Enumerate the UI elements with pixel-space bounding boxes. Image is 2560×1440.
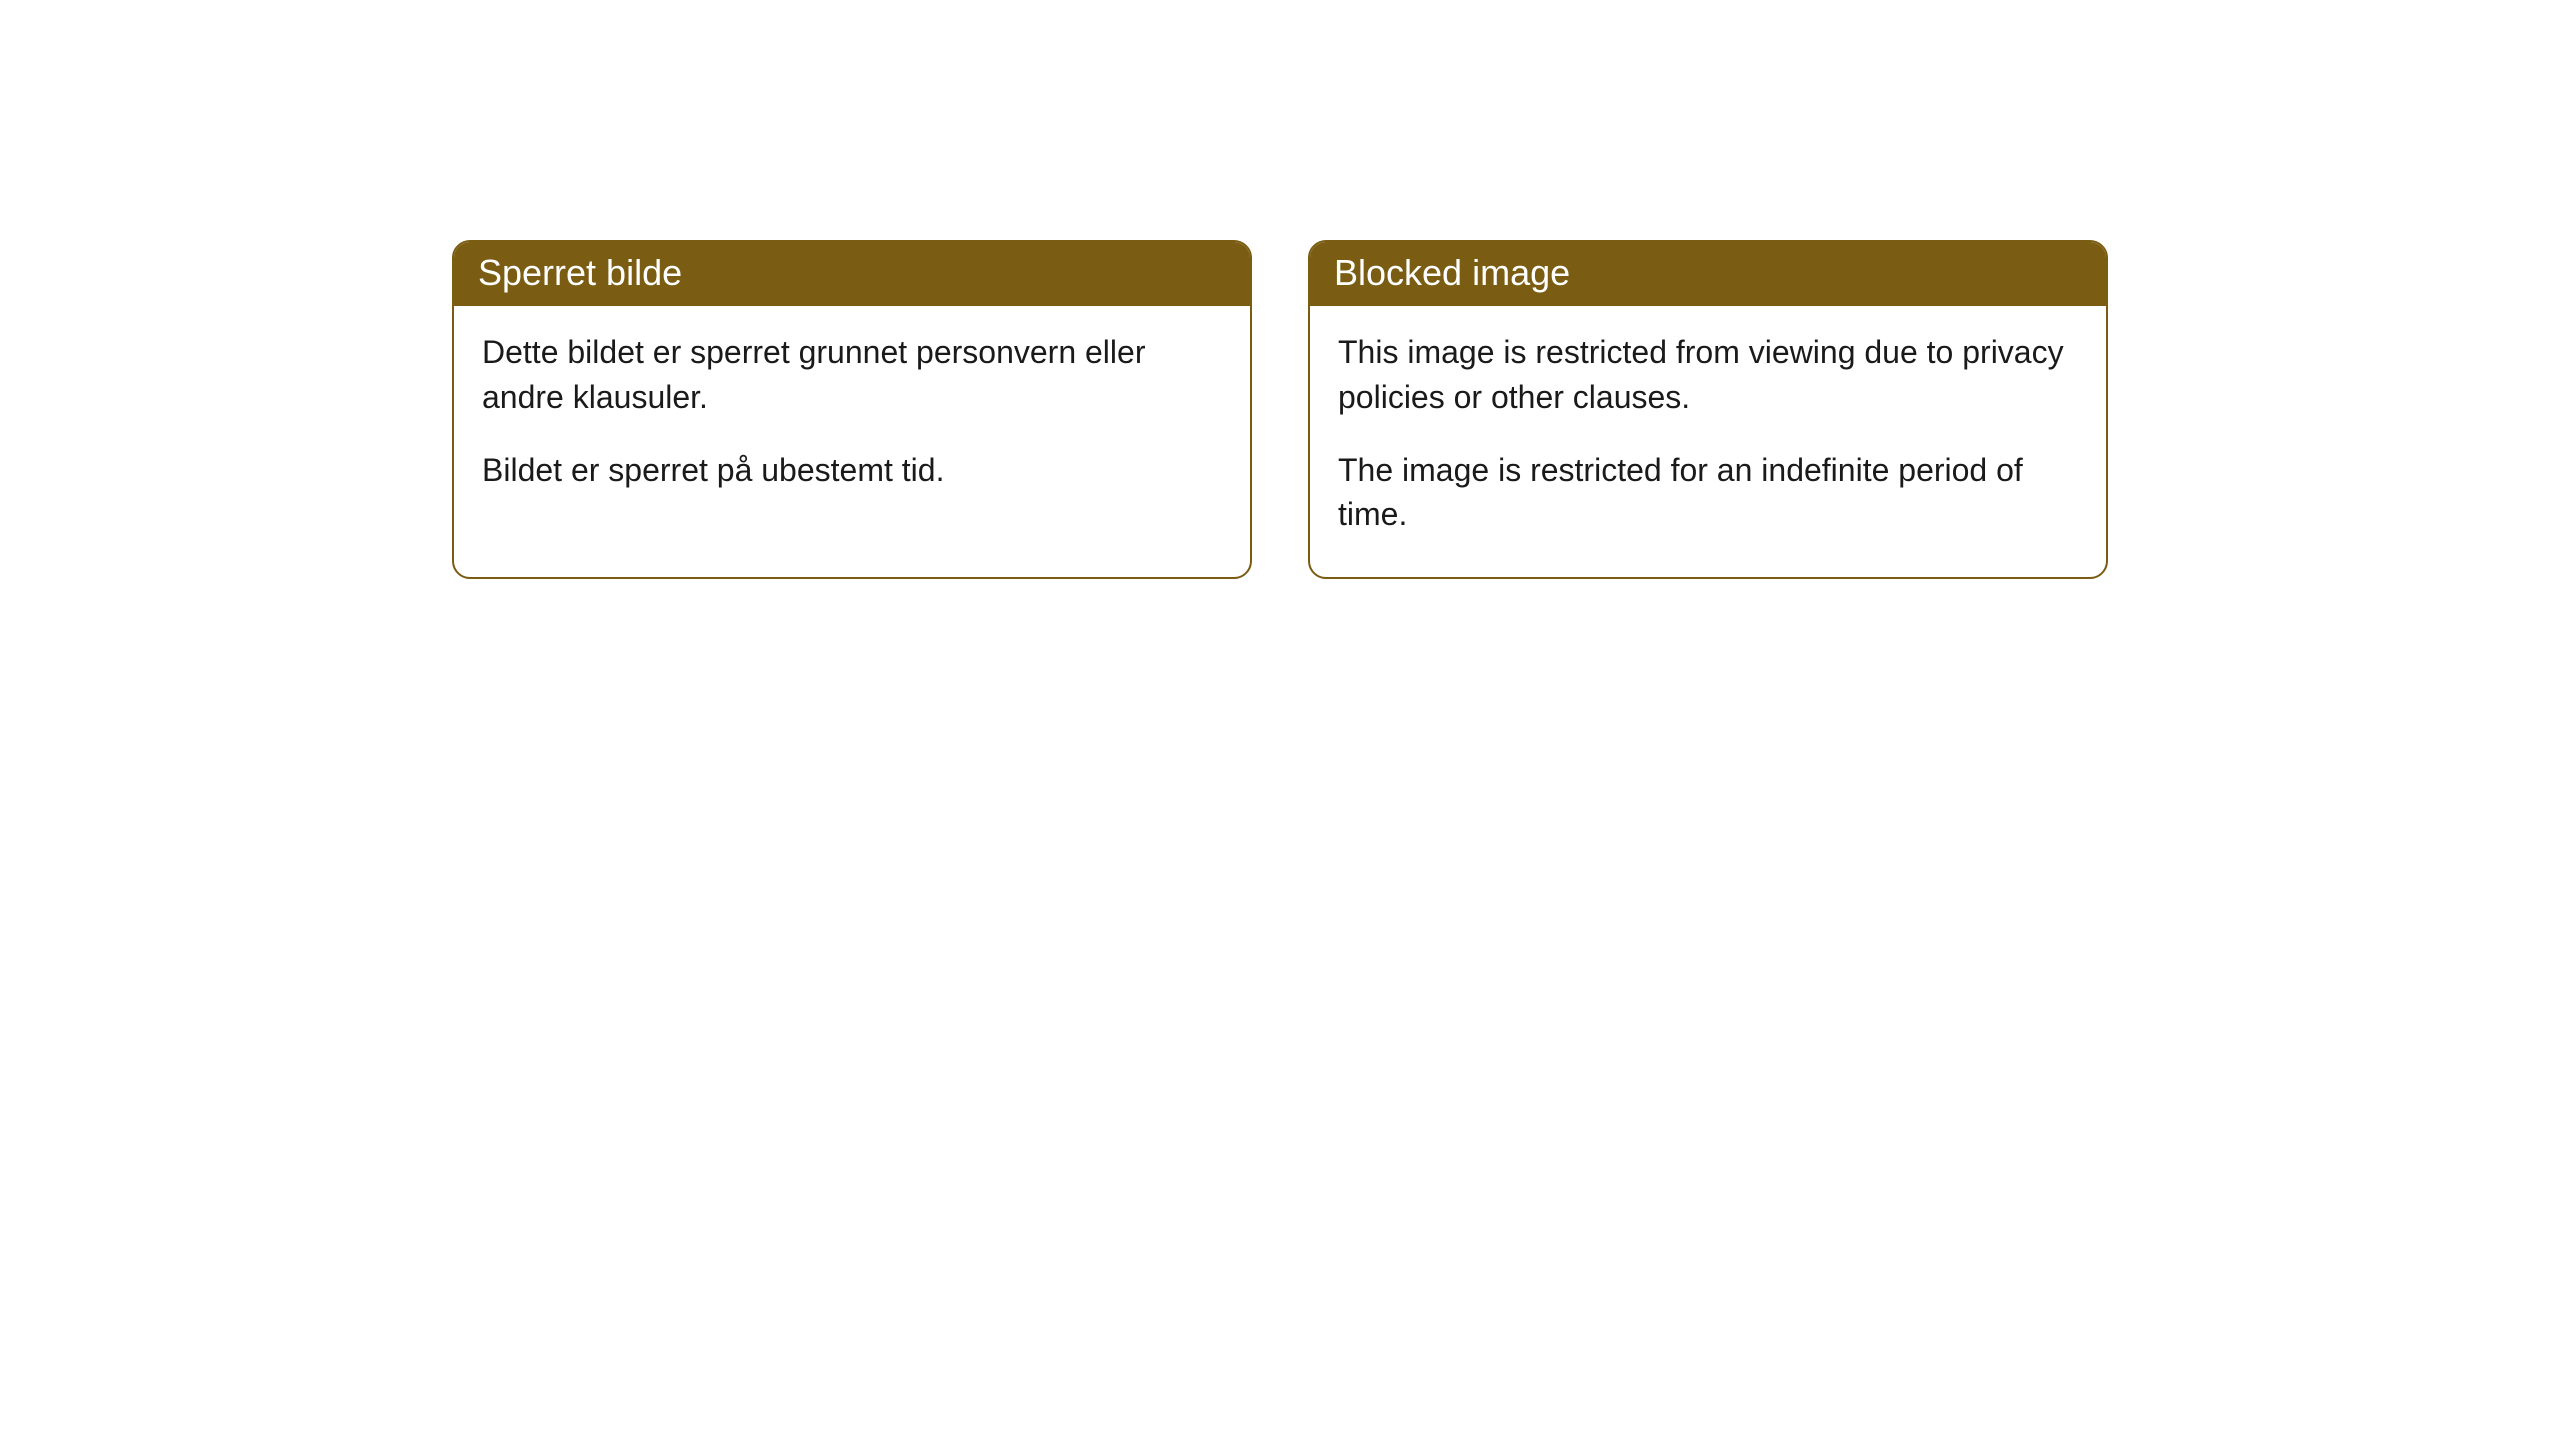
notice-card-en: Blocked image This image is restricted f… <box>1308 240 2108 579</box>
notice-paragraph: The image is restricted for an indefinit… <box>1338 448 2078 538</box>
notice-card-no: Sperret bilde Dette bildet er sperret gr… <box>452 240 1252 579</box>
notice-body-no: Dette bildet er sperret grunnet personve… <box>454 306 1250 532</box>
notice-paragraph: Dette bildet er sperret grunnet personve… <box>482 330 1222 420</box>
notice-body-en: This image is restricted from viewing du… <box>1310 306 2106 577</box>
notice-header-en: Blocked image <box>1310 242 2106 306</box>
notice-paragraph: This image is restricted from viewing du… <box>1338 330 2078 420</box>
notice-container: Sperret bilde Dette bildet er sperret gr… <box>0 240 2560 579</box>
notice-paragraph: Bildet er sperret på ubestemt tid. <box>482 448 1222 493</box>
notice-header-no: Sperret bilde <box>454 242 1250 306</box>
